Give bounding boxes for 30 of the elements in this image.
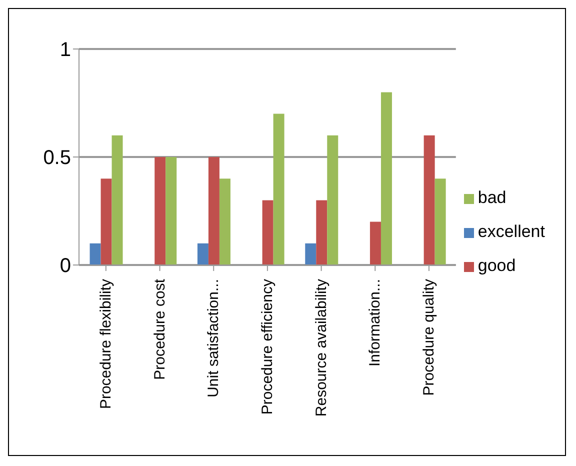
- x-tick-label: Procedure flexibility: [97, 278, 114, 410]
- x-tick-label: Information...: [366, 279, 384, 367]
- bar: [424, 135, 435, 265]
- x-tick-label: Procedure cost: [151, 278, 168, 380]
- bar: [273, 114, 284, 265]
- bar: [380, 92, 392, 265]
- y-tick-label: 1: [60, 39, 71, 62]
- bar: [197, 243, 208, 265]
- bar: [154, 157, 166, 265]
- bar: [316, 200, 328, 265]
- x-tick-label: Resource availability: [312, 278, 330, 417]
- legend-label: excellent: [478, 222, 545, 241]
- y-tick-label: 0: [60, 255, 71, 278]
- bar: [100, 178, 112, 265]
- bar: [262, 200, 274, 265]
- bar: [166, 157, 177, 265]
- x-tick-label: Procedure quality: [420, 278, 438, 396]
- bar: [219, 178, 230, 265]
- bar: [112, 135, 123, 265]
- bar: [370, 222, 381, 265]
- bar: [305, 243, 316, 265]
- legend-label: good: [478, 256, 516, 275]
- x-tick-label: Unit satisfaction...: [205, 279, 222, 398]
- bar: [327, 135, 338, 265]
- x-tick-label: Procedure efficiency: [258, 278, 276, 415]
- legend-label: bad: [478, 188, 506, 207]
- bar: [434, 178, 446, 265]
- bar: [208, 157, 220, 265]
- bar: [90, 243, 101, 265]
- y-tick-label: 0.5: [43, 147, 71, 170]
